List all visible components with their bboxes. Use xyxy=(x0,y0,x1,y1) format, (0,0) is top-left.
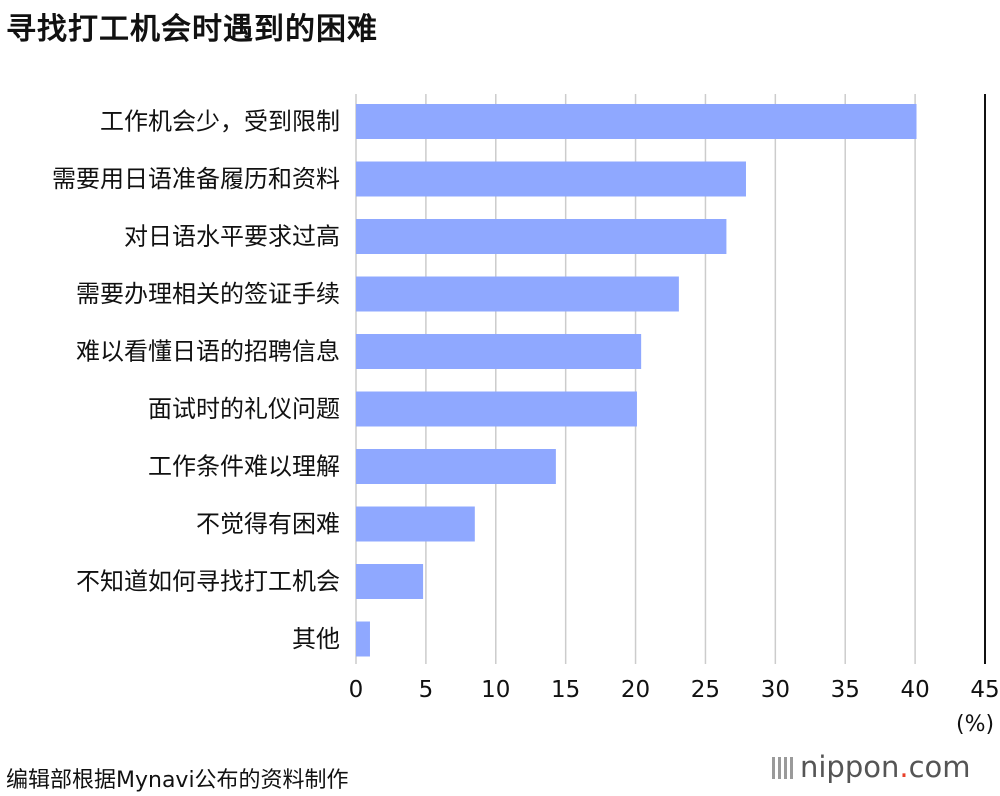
bar xyxy=(356,621,370,657)
category-labels: 工作机会少，受到限制需要用日语准备履历和资料对日语水平要求过高需要办理相关的签证… xyxy=(52,108,340,654)
logo-text-prefix: nippon xyxy=(800,750,900,784)
bar xyxy=(356,506,475,542)
x-tick-label: 40 xyxy=(900,677,929,703)
category-label: 其他 xyxy=(292,625,340,653)
logo-dot: . xyxy=(899,750,909,784)
x-tick-label: 10 xyxy=(481,677,510,703)
x-tick-label: 0 xyxy=(349,677,364,703)
bar xyxy=(356,161,746,197)
x-tick-label: 45 xyxy=(970,677,999,703)
x-tick-label: 15 xyxy=(551,677,580,703)
bar xyxy=(356,104,917,139)
x-tick-label: 35 xyxy=(831,677,860,703)
bar xyxy=(356,391,637,427)
category-label: 不知道如何寻找打工机会 xyxy=(76,568,340,596)
source-note: 编辑部根据Mynavi公布的资料制作 xyxy=(6,768,349,793)
x-tick-labels: 0 5 10 15 20 25 30 35 40 45 xyxy=(349,677,1000,703)
category-label: 需要办理相关的签证手续 xyxy=(76,280,340,308)
bar xyxy=(356,276,679,312)
x-axis-unit-label: (%) xyxy=(956,712,995,737)
bar xyxy=(356,564,424,599)
bar xyxy=(356,219,727,254)
logo-text-suffix: com xyxy=(908,750,971,784)
x-tick-label: 5 xyxy=(419,677,434,703)
chart-title: 寻找打工机会时遇到的困难 xyxy=(6,12,378,47)
nippon-logo: nippon.com xyxy=(772,753,971,782)
x-tick-label: 25 xyxy=(691,677,720,703)
x-tick-label: 30 xyxy=(761,677,790,703)
category-label: 对日语水平要求过高 xyxy=(124,223,340,251)
category-label: 需要用日语准备履历和资料 xyxy=(52,165,340,193)
bar xyxy=(356,449,556,484)
x-tick-label: 20 xyxy=(621,677,650,703)
bar xyxy=(356,334,642,369)
bars xyxy=(356,104,917,657)
category-label: 不觉得有困难 xyxy=(196,510,340,538)
logo-mark-icon xyxy=(772,757,794,779)
category-label: 工作条件难以理解 xyxy=(148,453,340,481)
category-label: 难以看懂日语的招聘信息 xyxy=(76,338,340,366)
category-label: 面试时的礼仪问题 xyxy=(148,395,340,423)
category-label: 工作机会少，受到限制 xyxy=(100,108,340,136)
